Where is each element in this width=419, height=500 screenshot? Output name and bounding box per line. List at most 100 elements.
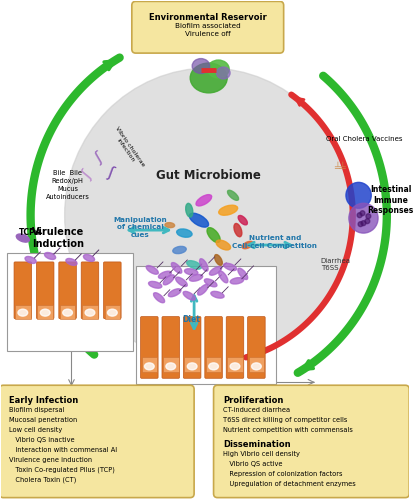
Text: Virulence gene induction: Virulence gene induction [9,457,92,463]
Text: Nutrient and
Cell-cell Competition: Nutrient and Cell-cell Competition [233,236,318,249]
Text: T6SS direct killing of competitor cells: T6SS direct killing of competitor cells [223,417,348,423]
Text: ʃ: ʃ [106,164,115,180]
Text: Interaction with commensal AI: Interaction with commensal AI [9,447,117,453]
FancyBboxPatch shape [132,2,284,53]
Ellipse shape [208,60,229,78]
FancyBboxPatch shape [136,266,276,384]
FancyBboxPatch shape [184,316,201,378]
Ellipse shape [230,363,240,370]
Text: Gut Microbiome: Gut Microbiome [156,169,261,182]
Text: Cholera Toxin (CT): Cholera Toxin (CT) [9,476,77,483]
Text: Low cell density: Low cell density [9,427,62,433]
Text: Diet: Diet [182,315,200,324]
Ellipse shape [40,309,50,316]
Ellipse shape [204,279,217,287]
Ellipse shape [187,260,202,269]
Text: Bile  Bile
Redox/pH
Mucus
Autoinducers: Bile Bile Redox/pH Mucus Autoinducers [46,170,90,200]
Text: ╧╧: ╧╧ [334,164,346,173]
Circle shape [65,68,353,362]
Ellipse shape [216,240,230,250]
FancyBboxPatch shape [140,316,158,378]
Text: Vibrio QS active: Vibrio QS active [223,461,283,467]
Text: Virulence
Induction: Virulence Induction [32,228,84,249]
Ellipse shape [44,252,56,260]
Ellipse shape [196,194,212,206]
Ellipse shape [242,242,253,248]
Text: Environmental Reservoir: Environmental Reservoir [149,14,266,22]
Ellipse shape [187,363,197,370]
Ellipse shape [224,263,237,270]
FancyBboxPatch shape [105,304,120,318]
FancyBboxPatch shape [226,316,244,378]
Circle shape [365,218,370,224]
FancyBboxPatch shape [248,358,264,372]
Circle shape [360,210,365,216]
Circle shape [349,204,378,233]
Ellipse shape [168,289,181,297]
Ellipse shape [207,228,220,242]
Ellipse shape [145,363,154,370]
Ellipse shape [189,274,203,281]
Ellipse shape [166,363,176,370]
Ellipse shape [215,254,222,266]
FancyBboxPatch shape [15,304,31,318]
Ellipse shape [153,292,165,303]
FancyBboxPatch shape [162,316,179,378]
Ellipse shape [189,213,209,227]
Circle shape [366,214,371,218]
Ellipse shape [211,292,224,298]
Ellipse shape [183,292,195,300]
FancyBboxPatch shape [103,262,121,318]
FancyBboxPatch shape [14,262,31,318]
Ellipse shape [192,58,210,74]
Text: Oral Cholera Vaccines: Oral Cholera Vaccines [326,136,403,141]
Ellipse shape [209,363,218,370]
FancyBboxPatch shape [36,262,54,318]
Text: Proliferation: Proliferation [223,396,284,405]
FancyBboxPatch shape [205,316,222,378]
Ellipse shape [186,204,193,217]
FancyBboxPatch shape [248,316,265,378]
Ellipse shape [217,67,230,79]
FancyBboxPatch shape [206,358,221,372]
Ellipse shape [238,268,248,280]
Ellipse shape [210,266,222,275]
Ellipse shape [173,246,186,254]
Ellipse shape [16,234,29,242]
Ellipse shape [198,284,208,295]
Text: Toxin Co-regulated Pilus (TCP): Toxin Co-regulated Pilus (TCP) [9,467,115,473]
FancyBboxPatch shape [82,304,98,318]
Ellipse shape [25,256,36,264]
Text: Diarrhea
T6SS: Diarrhea T6SS [321,258,351,272]
FancyBboxPatch shape [81,262,99,318]
Ellipse shape [219,205,238,216]
FancyBboxPatch shape [59,262,76,318]
Text: Upregulation of detachment enzymes: Upregulation of detachment enzymes [223,480,356,486]
FancyBboxPatch shape [60,304,75,318]
Ellipse shape [190,63,227,93]
Ellipse shape [158,271,171,278]
Circle shape [346,182,371,208]
Ellipse shape [149,282,162,288]
Ellipse shape [163,275,174,285]
Text: Biofilm associated
Virulence off: Biofilm associated Virulence off [175,24,241,38]
Ellipse shape [18,309,28,316]
Circle shape [357,212,362,218]
Ellipse shape [63,309,72,316]
Circle shape [361,220,366,226]
Text: ʃ: ʃ [80,168,94,182]
Text: Repression of colonization factors: Repression of colonization factors [223,471,343,477]
Text: Manipulation
of chemical
cues: Manipulation of chemical cues [114,216,168,238]
Ellipse shape [66,258,77,266]
Ellipse shape [108,309,117,316]
FancyBboxPatch shape [184,358,200,372]
Text: ʃ: ʃ [93,150,105,166]
FancyBboxPatch shape [142,358,157,372]
Text: Early Infection: Early Infection [9,396,78,405]
Ellipse shape [165,222,175,228]
FancyBboxPatch shape [163,358,178,372]
Ellipse shape [177,229,192,237]
Text: Vibrio cholerae
infection: Vibrio cholerae infection [110,126,146,171]
Text: Mucosal penetration: Mucosal penetration [9,417,78,423]
Ellipse shape [238,216,247,225]
